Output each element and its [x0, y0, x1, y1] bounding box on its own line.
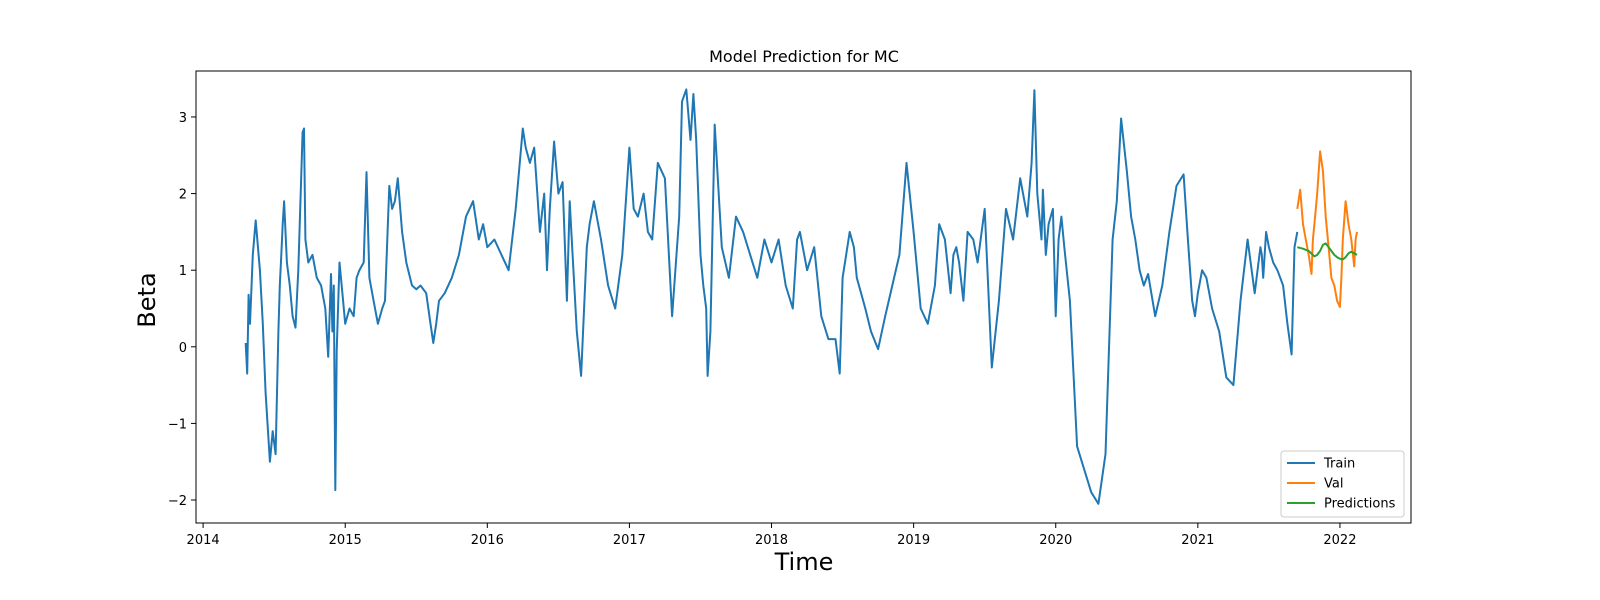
- legend-label-train: Train: [1323, 457, 1355, 472]
- series-line-train: [244, 88, 1299, 505]
- legend-label-val: Val: [1324, 477, 1343, 492]
- y-tick-label: 2: [179, 188, 187, 203]
- x-tick-label: 2022: [1323, 533, 1356, 548]
- x-tick-label: 2015: [329, 533, 362, 548]
- series-line-predictions: [1297, 242, 1358, 261]
- y-tick-label: 0: [179, 341, 187, 356]
- x-tick-label: 2020: [1039, 533, 1072, 548]
- y-axis: −2 −1 0 1 2 3: [168, 111, 196, 509]
- y-tick-label: −1: [168, 417, 187, 432]
- legend: Train Val Predictions: [1280, 450, 1405, 518]
- y-axis-label: Beta: [133, 272, 161, 327]
- plot-lines: [244, 88, 1358, 505]
- plot-frame: [195, 70, 1412, 524]
- x-tick-label: 2014: [187, 533, 220, 548]
- chart-title: Model Prediction for MC: [709, 47, 899, 66]
- legend-box: [1280, 450, 1405, 518]
- y-tick-label: −2: [168, 494, 187, 509]
- x-tick-label: 2021: [1181, 533, 1214, 548]
- x-axis: 2014 2015 2016 2017 2018 2019 2020 2021 2022: [187, 523, 1356, 548]
- y-tick-label: 3: [179, 111, 187, 126]
- x-axis-label: Time: [774, 548, 834, 576]
- x-tick-label: 2017: [613, 533, 646, 548]
- x-tick-label: 2019: [897, 533, 930, 548]
- x-tick-label: 2018: [755, 533, 788, 548]
- x-tick-label: 2016: [471, 533, 504, 548]
- legend-label-predictions: Predictions: [1324, 497, 1396, 512]
- y-tick-label: 1: [179, 264, 187, 279]
